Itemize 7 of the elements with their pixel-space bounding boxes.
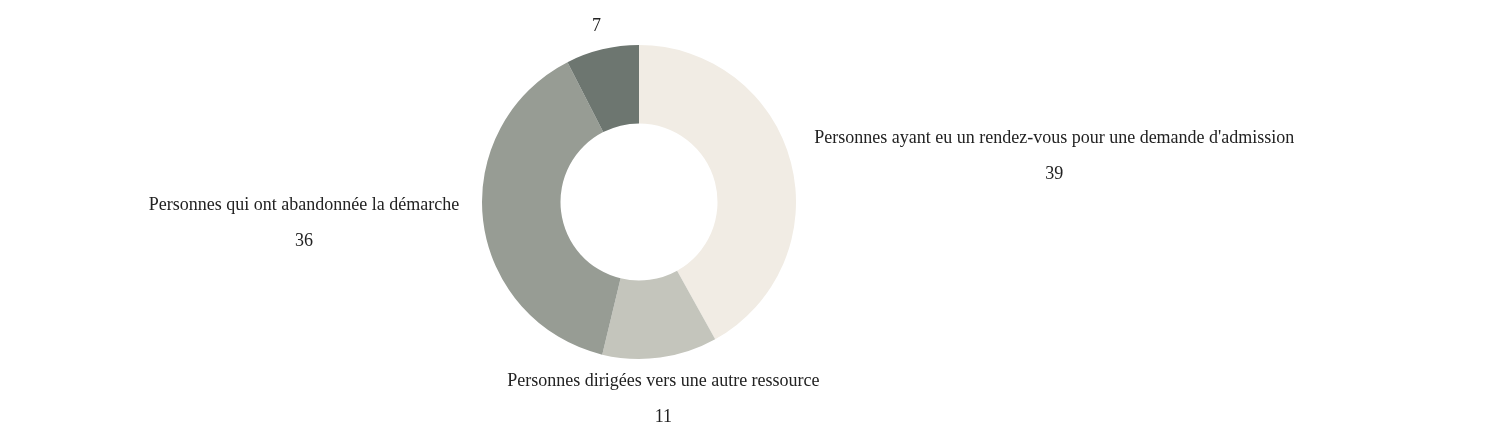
data-label: 7 — [592, 14, 602, 35]
data-label: 39 — [1045, 163, 1064, 184]
data-label: 11 — [654, 406, 673, 427]
slice-label: Personnes ayant eu un rendez-vous pour une demande d'admission — [814, 127, 1295, 148]
data-label: 36 — [295, 230, 314, 251]
slice-label: Personnes qui ont abandonnée la démarche — [148, 194, 460, 215]
slice-label: Personnes dirigées vers une autre ressource — [507, 370, 820, 391]
